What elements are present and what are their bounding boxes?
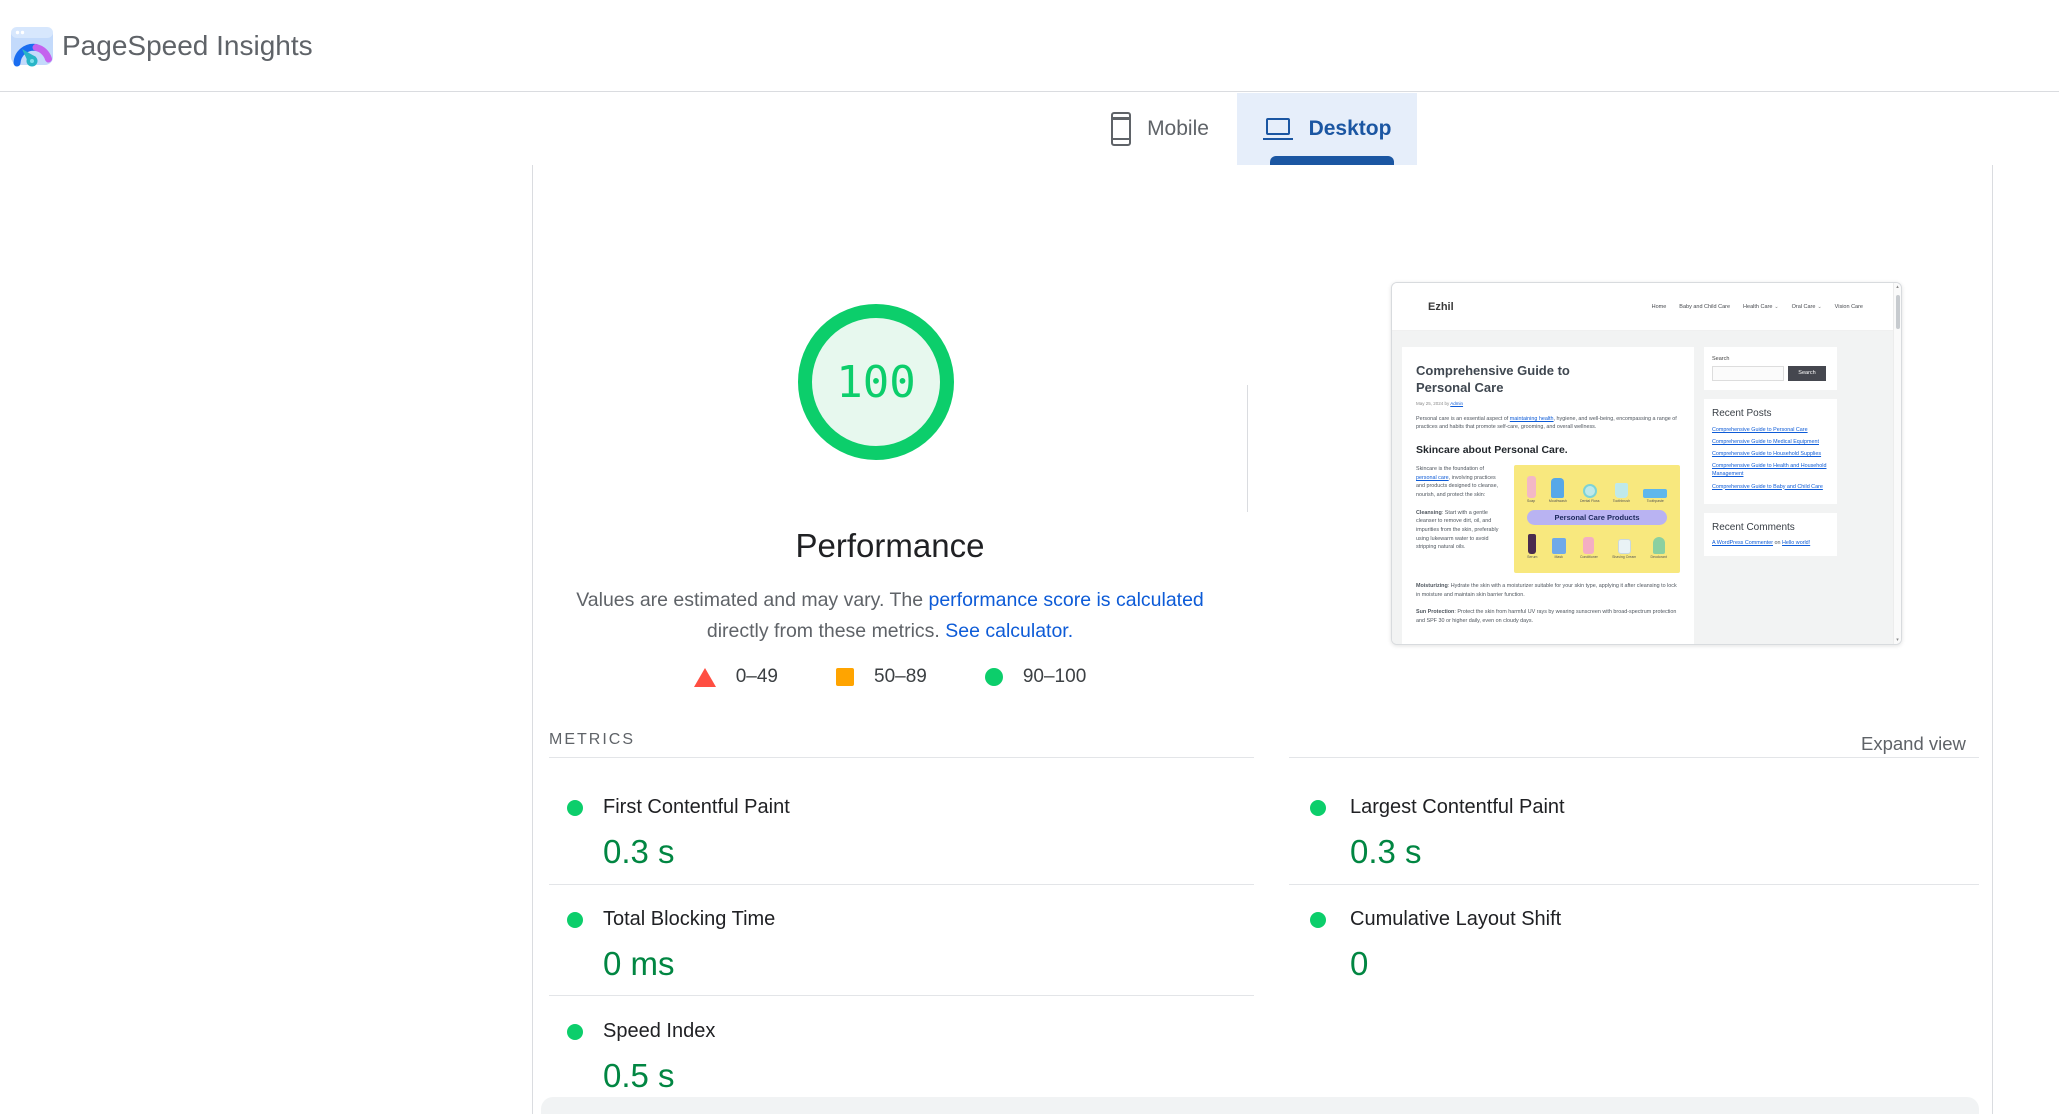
active-tab-indicator [1270,156,1394,165]
mini-health-link: maintaining health [1510,416,1554,422]
performance-score-gauge[interactable]: 100 [798,304,954,460]
tab-mobile-label: Mobile [1147,117,1209,141]
metrics-section-title: METRICS [549,731,635,749]
mini-site-title: Ezhil [1428,283,1454,331]
pass-dot-icon [567,1024,583,1040]
mini-search-button: Search [1788,366,1826,381]
calc-doc-link[interactable]: performance score is calculated [928,589,1203,611]
illustration-title-banner: Personal Care Products [1527,510,1667,525]
mini-moisturizing-paragraph: Moisturizing: Hydrate the skin with a mo… [1416,582,1680,599]
mini-search-widget: Search Search [1704,347,1837,390]
legend-item-average: 50–89 [836,666,927,688]
mini-recent-posts-widget: Recent Posts Comprehensive Guide to Pers… [1704,399,1837,504]
mini-nav-oral: Oral Care⌄ [1792,304,1822,310]
mini-sidebar: Search Search Recent Posts Comprehensive… [1704,347,1837,565]
scroll-down-icon[interactable]: ▾ [1894,637,1901,643]
metric-row-divider [549,995,1254,996]
pagespeed-insights-app: PageSpeed Insights Mobile Desktop 100 Pe… [0,0,2059,1114]
chevron-down-icon: ⌄ [1817,304,1821,310]
mini-comment-post-link: Hello world! [1782,540,1810,546]
legend-item-poor: 0–49 [694,666,778,688]
mini-post-link: Comprehensive Guide to Medical Equipment [1712,438,1829,446]
mini-site-nav: Home Baby and Child Care Health Care⌄ Or… [1652,283,1863,331]
legend-average-label: 50–89 [874,666,927,688]
see-calculator-link[interactable]: See calculator. [945,620,1073,642]
performance-report-card: 100 Performance Values are estimated and… [532,165,1993,1114]
app-header: PageSpeed Insights [0,0,2059,92]
phone-icon [1111,112,1131,146]
desc-text-2: directly from these metrics. [707,620,945,642]
page-screenshot-thumbnail[interactable]: Ezhil Home Baby and Child Care Health Ca… [1391,282,1902,645]
mini-post-link: Comprehensive Guide to Health and Househ… [1712,462,1829,478]
mini-two-columns: Skincare is the foundation of personal c… [1416,465,1680,573]
pass-dot-icon [567,912,583,928]
laptop-icon [1263,118,1293,140]
mini-article-title: Comprehensive Guide to Personal Care [1416,363,1621,397]
mini-sun-paragraph: Sun Protection: Protect the skin from ha… [1416,608,1680,625]
metrics-divider [549,757,1254,758]
mini-intro-paragraph: Personal care is an essential aspect of … [1416,415,1680,432]
tab-mobile[interactable]: Mobile [1085,93,1235,165]
pass-dot-icon [567,800,583,816]
tab-desktop-label: Desktop [1309,117,1392,141]
metric-row-divider [1289,884,1979,885]
mini-article: Comprehensive Guide to Personal Care May… [1402,347,1694,644]
mini-nav-home: Home [1652,304,1667,310]
pagespeed-logo-icon [10,24,54,68]
metric-row-divider [549,884,1254,885]
mini-post-link: Comprehensive Guide to Household Supplie… [1712,450,1829,458]
mini-search-input [1712,366,1784,381]
column-divider [1247,385,1248,512]
mini-section-heading: Skincare about Personal Care. [1416,444,1680,456]
legend-item-good: 90–100 [985,666,1086,688]
score-legend: 0–49 50–89 90–100 [533,666,1247,688]
mini-scrollbar[interactable]: ▴ ▾ [1893,283,1901,644]
good-circle-icon [985,668,1003,686]
mini-personal-care-link: personal care [1416,475,1449,481]
category-title: Performance [533,527,1247,565]
mini-scroll-thumb[interactable] [1896,295,1900,329]
legend-good-label: 90–100 [1023,666,1086,688]
chevron-down-icon: ⌄ [1774,304,1778,310]
pass-dot-icon [1310,912,1326,928]
collapsed-next-section[interactable] [541,1097,1979,1114]
mini-site-header: Ezhil Home Baby and Child Care Health Ca… [1392,283,1893,331]
pass-dot-icon [1310,800,1326,816]
tab-desktop[interactable]: Desktop [1237,93,1417,165]
mini-skincare-text: Skincare is the foundation of personal c… [1416,465,1506,573]
mini-page-body: Comprehensive Guide to Personal Care May… [1392,331,1893,644]
personal-care-products-illustration: Soap Mouthwash Dental Floss Toothbrush T… [1514,465,1680,573]
average-square-icon [836,668,854,686]
mini-author-link: Admin [1450,401,1463,406]
mini-nav-health: Health Care⌄ [1743,304,1779,310]
mini-article-meta: May 25, 2024 by Admin [1416,401,1680,406]
poor-triangle-icon [694,668,716,687]
score-description: Values are estimated and may vary. The p… [533,585,1247,647]
expand-view-button[interactable]: Expand view [1861,733,1966,755]
mini-post-link: Comprehensive Guide to Baby and Child Ca… [1712,483,1829,491]
mini-commenter-link: A WordPress Commenter [1712,540,1773,546]
mini-post-link: Comprehensive Guide to Personal Care [1712,426,1829,434]
mini-nav-baby: Baby and Child Care [1679,304,1730,310]
scroll-up-icon[interactable]: ▴ [1894,284,1901,290]
metrics-divider [1289,757,1979,758]
mini-nav-vision: Vision Care [1835,304,1863,310]
mini-recent-comments-widget: Recent Comments A WordPress Commenter on… [1704,513,1837,557]
performance-score-value: 100 [836,357,915,408]
app-title: PageSpeed Insights [62,24,313,68]
legend-poor-label: 0–49 [736,666,778,688]
desc-text-1: Values are estimated and may vary. The [576,589,928,611]
